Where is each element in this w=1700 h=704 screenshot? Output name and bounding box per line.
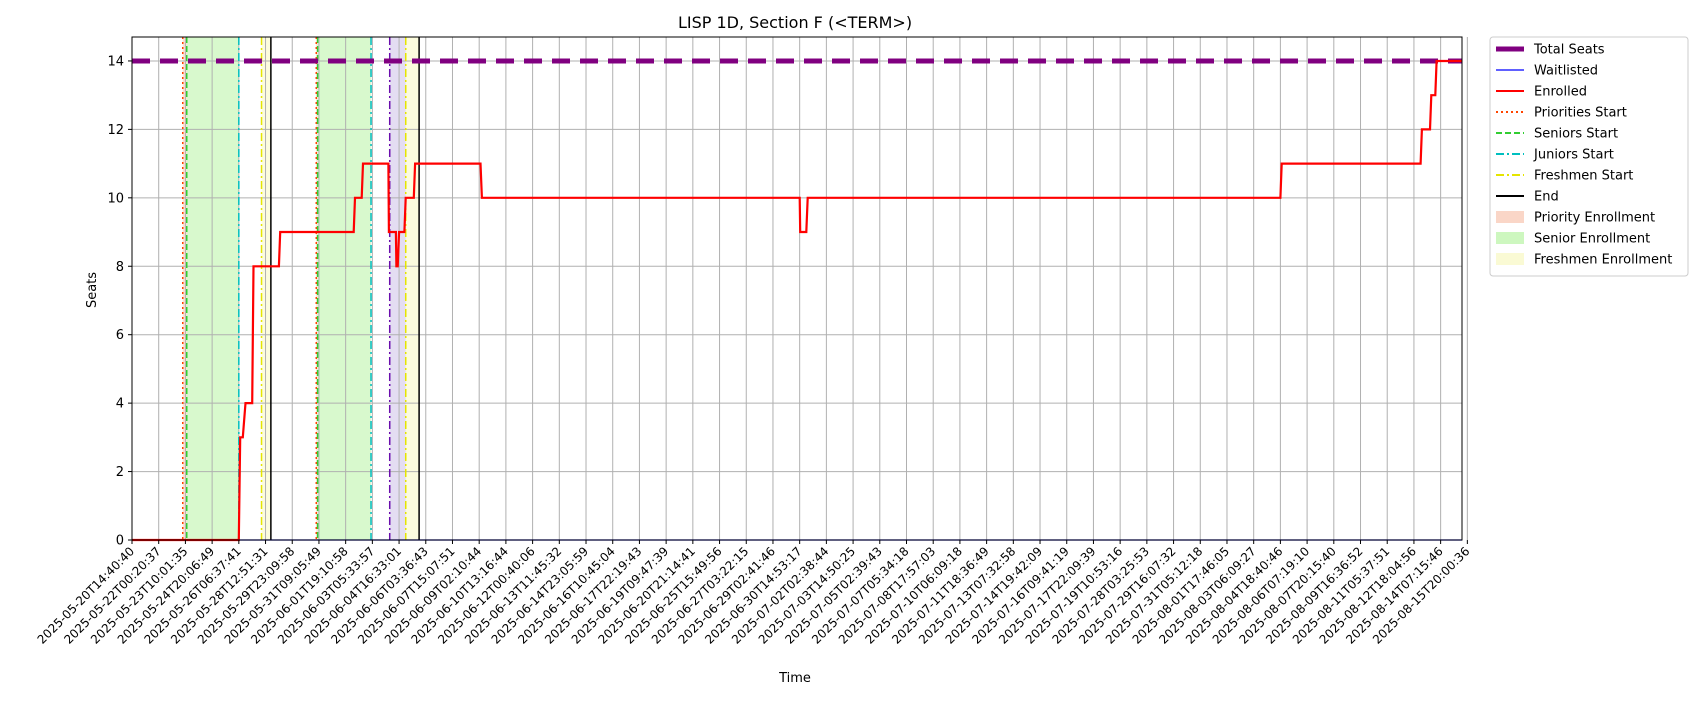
enrollment-region (317, 37, 372, 540)
plot-frame (131, 36, 1463, 541)
y-tick-label: 2 (116, 465, 124, 480)
legend: Total Seats Waitlisted Enrolled Priorities … (1489, 36, 1689, 277)
chart-title: LISP 1D, Section F (<TERM>) (678, 13, 912, 32)
legend-box (1489, 36, 1689, 277)
y-tick-label: 4 (116, 397, 124, 412)
y-tick-label: 12 (107, 123, 124, 138)
legend-label: Senior Enrollment (1534, 232, 1650, 247)
y-axis-label: Seats (85, 272, 100, 308)
phase-markers (181, 37, 420, 540)
y-tick-label: 0 (116, 534, 124, 549)
legend-label: Priorities Start (1534, 106, 1627, 121)
y-tick-label: 10 (107, 191, 124, 206)
legend-label: Seniors Start (1534, 127, 1618, 142)
legend-label: Waitlisted (1534, 64, 1598, 79)
legend-label: Freshmen Enrollment (1534, 253, 1672, 268)
legend-label: Juniors Start (1533, 148, 1614, 163)
enrollment-region (186, 37, 239, 540)
y-tick-label: 8 (116, 260, 124, 275)
legend-label: Total Seats (1533, 43, 1605, 58)
legend-label: Freshmen Start (1534, 169, 1633, 184)
y-tick-label: 6 (116, 328, 124, 343)
enrollment-region (389, 37, 406, 540)
legend-label: End (1534, 190, 1559, 205)
y-tick-label: 14 (107, 54, 124, 69)
enrollment-region (182, 37, 187, 540)
legend-swatch (1496, 253, 1524, 265)
legend-swatch (1496, 232, 1524, 244)
enrollment-region (405, 37, 420, 540)
legend-label: Priority Enrollment (1534, 211, 1655, 226)
enrollment-regions (182, 37, 420, 540)
x-axis-label: Time (778, 671, 811, 686)
legend-label: Enrolled (1534, 85, 1587, 100)
enrolled-series-line (132, 59, 1462, 542)
enrollment-region (261, 37, 271, 540)
legend-swatch (1496, 211, 1524, 223)
axes: 024681012142025-05-20T14:40:402025-05-22… (35, 36, 1472, 647)
